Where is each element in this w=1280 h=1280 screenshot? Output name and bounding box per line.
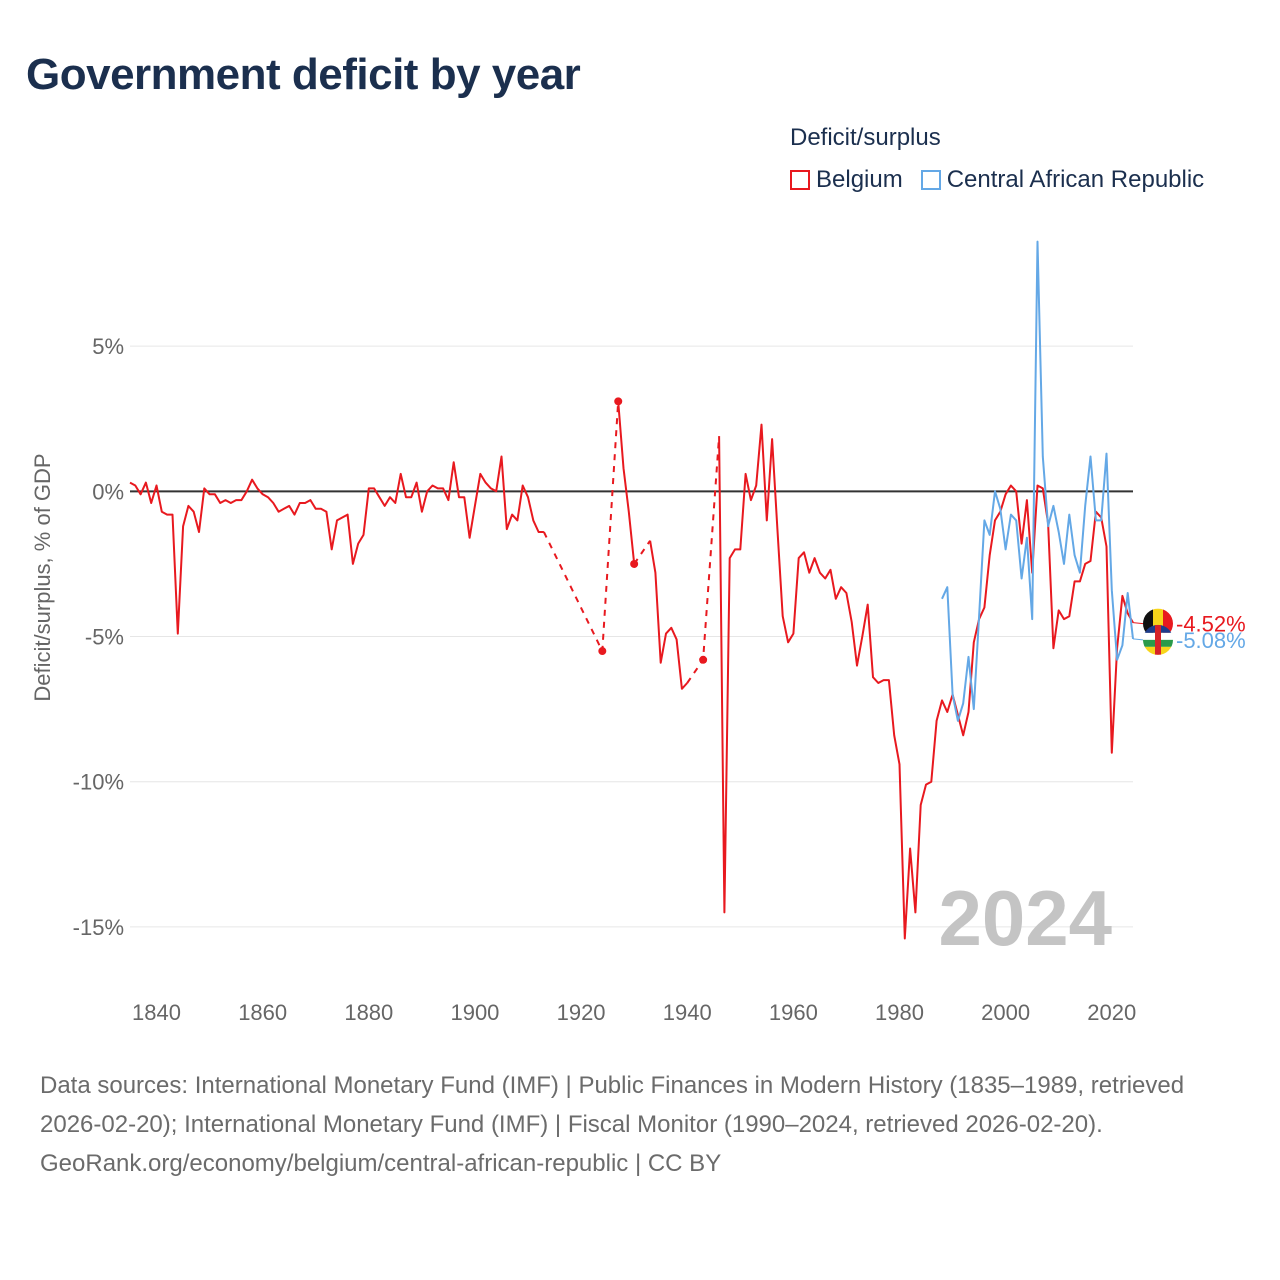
series-layer (129, 240, 1134, 940)
y-tick-label: -5% (85, 625, 124, 650)
y-tick-label: 5% (92, 334, 124, 359)
series-gap-belgium (686, 436, 721, 684)
series-line-belgium (718, 423, 1134, 940)
x-tick-label: 2020 (1087, 1000, 1136, 1025)
series-line-belgium (617, 401, 636, 565)
legend-title: Deficit/surplus (790, 124, 941, 151)
belgium-flag-icon (1143, 608, 1173, 639)
page-title: Government deficit by year (26, 50, 581, 99)
data-point-belgium (614, 397, 623, 406)
series-gap-belgium (543, 401, 620, 655)
end-leader-central-african-republic (1132, 638, 1144, 641)
chart: 5% 0% -5% -10% -15% 1840 1860 1880 1900 1920 1940 1… (30, 240, 1246, 1025)
legend-swatch-central-african-republic (920, 170, 941, 190)
y-tick-label: -10% (73, 770, 124, 795)
legend-swatch-belgium (790, 170, 810, 190)
year-label: 2024 (938, 874, 1112, 962)
y-axis-label: Deficit/surplus, % of GDP (30, 453, 55, 701)
data-point-belgium (699, 655, 708, 664)
legend-label-belgium: Belgium (816, 166, 903, 193)
legend-item-central-african-republic[interactable]: Central African Republic (920, 166, 1205, 194)
end-leader-belgium (1132, 622, 1144, 625)
x-tick-label: 1960 (769, 1000, 818, 1025)
x-tick-label: 1860 (238, 1000, 287, 1025)
x-tick-label: 1940 (663, 1000, 712, 1025)
legend-label-central-african-republic: Central African Republic (946, 166, 1205, 193)
x-tick-label: 1920 (557, 1000, 606, 1025)
x-tick-label: 1900 (450, 1000, 499, 1025)
footer-sources: Data sources: International Monetary Fun… (40, 1072, 1185, 1138)
label-layer: -4.52%-5.08% (1132, 608, 1246, 655)
legend-item-belgium[interactable]: Belgium (790, 166, 903, 194)
legend: Belgium Central African Republic (790, 166, 1222, 194)
data-point-belgium (598, 647, 607, 656)
footer: Data sources: International Monetary Fun… (40, 1066, 1240, 1183)
series-line-central-african-republic (941, 240, 1134, 722)
series-line-belgium (129, 455, 544, 635)
grid-layer: 5% 0% -5% -10% -15% 1840 1860 1880 1900 1920 1940 1… (30, 334, 1136, 1025)
data-point-belgium (630, 559, 639, 568)
x-tick-label: 2000 (981, 1000, 1030, 1025)
end-label-central-african-republic: -5.08% (1176, 628, 1246, 653)
x-tick-label: 1980 (875, 1000, 924, 1025)
series-gap-belgium (633, 540, 651, 565)
x-tick-label: 1840 (132, 1000, 181, 1025)
central-african-republic-flag-icon (1143, 624, 1173, 655)
series-line-belgium (649, 540, 688, 690)
y-tick-label: -15% (73, 915, 124, 940)
y-tick-label: 0% (92, 479, 124, 504)
footer-url[interactable]: GeoRank.org/economy/belgium/central-afri… (40, 1150, 722, 1177)
x-tick-label: 1880 (344, 1000, 393, 1025)
end-label-belgium: -4.52% (1176, 612, 1246, 637)
